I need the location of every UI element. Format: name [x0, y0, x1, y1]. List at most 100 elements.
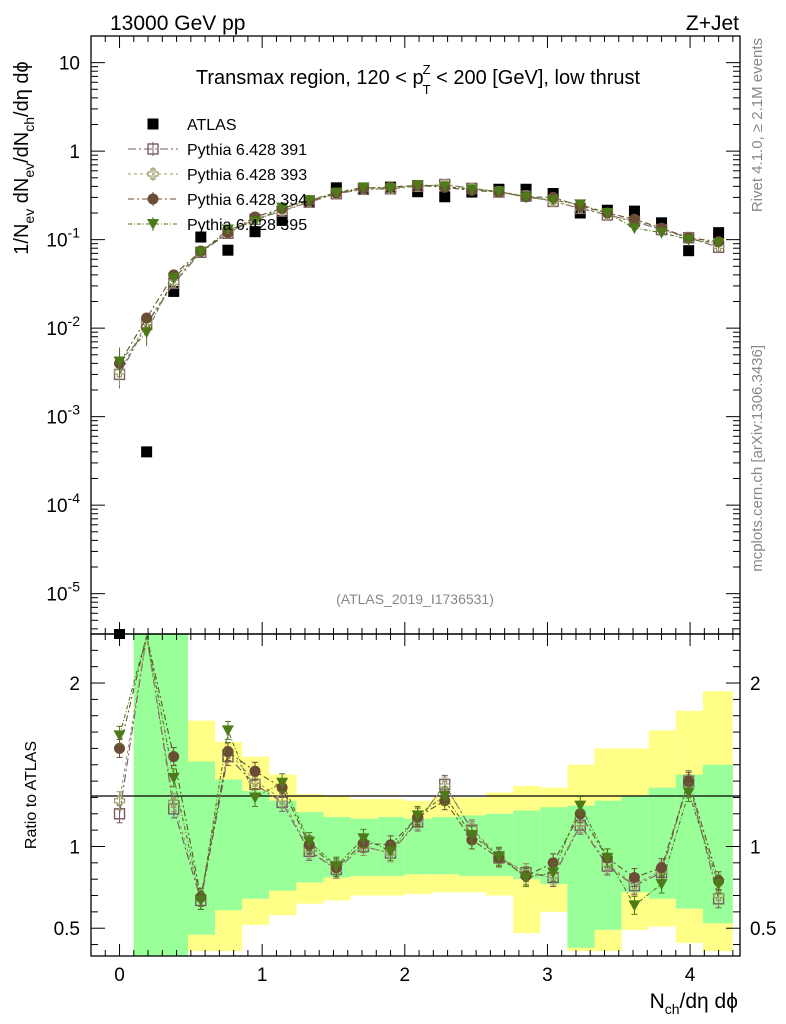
plot-title: Transmax region, 120 < pZ T < 200 [GeV], … — [196, 62, 641, 97]
ratio-line-3 — [118, 635, 720, 898]
ratio-point — [712, 879, 725, 891]
mc-point — [303, 195, 316, 207]
legend-marker — [147, 143, 159, 155]
ratio-point — [168, 796, 180, 808]
data-point — [195, 231, 207, 243]
mc-point — [574, 199, 587, 211]
ratio-point — [249, 775, 261, 787]
ratio-point — [221, 725, 234, 737]
mc-point — [628, 213, 640, 225]
ratio-band-inner — [160, 634, 188, 956]
ratio-uncertainty-bands — [133, 634, 733, 956]
legend-label: Pythia 6.428 393 — [187, 167, 307, 184]
data-point — [628, 205, 640, 217]
ratio-tick-label-right: 1 — [750, 837, 761, 858]
ratio-point — [520, 872, 533, 884]
ratio-axes: 0 1 2 3 4 0.5 0.5 1 1 2 2 — [54, 633, 776, 986]
ratio-tick-label: 2 — [69, 674, 80, 695]
mc-point — [249, 216, 262, 228]
ratio-point — [168, 751, 180, 763]
ratio-point — [682, 787, 695, 799]
x-tick-label: 2 — [400, 965, 411, 986]
y-tick-label: 10-2 — [46, 313, 80, 340]
ratio-point — [547, 867, 560, 879]
data-point — [141, 446, 153, 458]
data-point — [222, 244, 234, 256]
y-tick-label: 10-4 — [46, 490, 80, 517]
main-y-axis-label: 1/Nev dNev/dNch/dη dϕ — [11, 61, 37, 254]
series-line-2 — [119, 184, 719, 373]
legend-label: Pythia 6.428 394 — [187, 192, 307, 209]
ratio-point — [249, 792, 262, 804]
ratio-band-inner — [404, 818, 432, 875]
ratio-point — [249, 765, 261, 777]
mcplots-source-label: mcplots.cern.ch [arXiv:1306.3436] — [749, 345, 766, 572]
ratio-point — [465, 830, 478, 842]
ratio-point — [167, 772, 180, 784]
mc-point — [712, 237, 725, 249]
legend: ATLAS Pythia 6.428 391 Pythia 6.428 393 Pyt… — [128, 117, 307, 234]
data-point-clipped — [114, 629, 126, 639]
mc-point — [655, 227, 668, 239]
x-tick-label: 1 — [257, 965, 268, 986]
data-point — [520, 183, 532, 195]
mc-point — [194, 247, 207, 259]
data-point — [249, 226, 261, 238]
ratio-point — [276, 777, 289, 789]
x-axis-label: Nch/dη dϕ — [650, 990, 738, 1017]
header-left-label: 13000 GeV pp — [110, 12, 245, 35]
ratio-band-inner — [431, 817, 460, 875]
data-point — [713, 227, 725, 239]
mc-point — [221, 224, 234, 236]
data-point — [168, 285, 180, 297]
ratio-point — [357, 833, 370, 845]
mc-point — [113, 356, 126, 368]
ratio-point — [574, 800, 587, 812]
ratio-point — [438, 790, 451, 802]
mc-point — [330, 187, 343, 199]
ratio-point — [113, 795, 126, 807]
series-line-4 — [119, 184, 719, 362]
header-right-label: Z+Jet — [686, 12, 739, 35]
mc-point — [276, 202, 289, 214]
ratio-tick-label-right: 2 — [750, 674, 761, 695]
ratio-point — [330, 861, 343, 873]
ratio-point — [303, 836, 316, 848]
y-tick-label: 10-1 — [46, 225, 80, 252]
ratio-point — [656, 862, 668, 874]
ratio-tick-label: 1 — [69, 837, 80, 858]
mc-point — [168, 276, 180, 288]
ratio-point — [113, 730, 126, 742]
ratio-point — [628, 900, 641, 912]
ratio-point — [601, 852, 614, 864]
mc-point — [140, 327, 153, 339]
mc-point — [357, 182, 370, 194]
legend-label: Pythia 6.428 391 — [187, 142, 307, 159]
y-tick-label: 10-5 — [46, 579, 80, 606]
ratio-line-4 — [118, 635, 720, 907]
y-tick-label: 1 — [69, 142, 80, 163]
data-point — [683, 245, 695, 257]
mc-point — [601, 208, 614, 220]
series-line-3 — [119, 184, 719, 364]
ratio-band-inner — [215, 779, 243, 911]
ratio-point — [574, 818, 586, 830]
ratio-plot-frame — [90, 633, 741, 957]
mc-point — [411, 179, 424, 191]
ratio-point — [411, 810, 424, 822]
ratio-point — [492, 851, 505, 863]
analysis-watermark: (ATLAS_2019_I1736531) — [336, 591, 494, 607]
mc-point — [141, 312, 153, 324]
ratio-tick-label: 0.5 — [54, 919, 80, 940]
x-tick-label: 3 — [542, 965, 553, 986]
ratio-point — [384, 846, 397, 858]
mc-point — [520, 192, 533, 204]
ratio-band-inner — [242, 790, 270, 899]
ratio-point — [194, 895, 207, 907]
rivet-version-label: Rivet 4.1.0, ≥ 2.1M events — [749, 38, 766, 212]
mc-point — [547, 195, 560, 207]
mc-point — [438, 181, 451, 193]
ratio-point — [628, 872, 640, 884]
mc-point — [682, 234, 695, 246]
legend-marker — [147, 118, 159, 130]
